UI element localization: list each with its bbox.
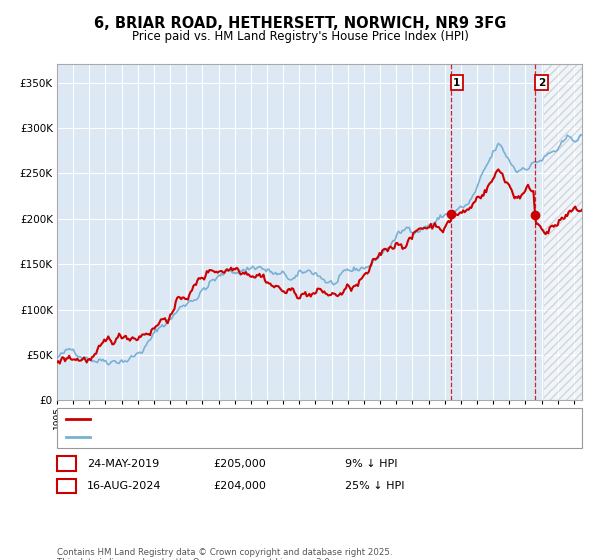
Text: 25% ↓ HPI: 25% ↓ HPI bbox=[345, 481, 404, 491]
Text: 6, BRIAR ROAD, HETHERSETT, NORWICH, NR9 3FG (semi-detached house): 6, BRIAR ROAD, HETHERSETT, NORWICH, NR9 … bbox=[96, 414, 466, 423]
Text: 2: 2 bbox=[63, 481, 70, 491]
Bar bbox=[544, 64, 582, 400]
Text: 1: 1 bbox=[453, 78, 461, 87]
Text: £204,000: £204,000 bbox=[213, 481, 266, 491]
Text: Contains HM Land Registry data © Crown copyright and database right 2025.
This d: Contains HM Land Registry data © Crown c… bbox=[57, 548, 392, 560]
Text: HPI: Average price, semi-detached house, South Norfolk: HPI: Average price, semi-detached house,… bbox=[96, 432, 376, 442]
Text: 24-MAY-2019: 24-MAY-2019 bbox=[87, 459, 159, 469]
Text: 1: 1 bbox=[63, 459, 70, 469]
Text: 2: 2 bbox=[538, 78, 545, 87]
Text: 6, BRIAR ROAD, HETHERSETT, NORWICH, NR9 3FG: 6, BRIAR ROAD, HETHERSETT, NORWICH, NR9 … bbox=[94, 16, 506, 31]
Text: £205,000: £205,000 bbox=[213, 459, 266, 469]
Text: Price paid vs. HM Land Registry's House Price Index (HPI): Price paid vs. HM Land Registry's House … bbox=[131, 30, 469, 43]
Text: 9% ↓ HPI: 9% ↓ HPI bbox=[345, 459, 398, 469]
Text: 16-AUG-2024: 16-AUG-2024 bbox=[87, 481, 161, 491]
